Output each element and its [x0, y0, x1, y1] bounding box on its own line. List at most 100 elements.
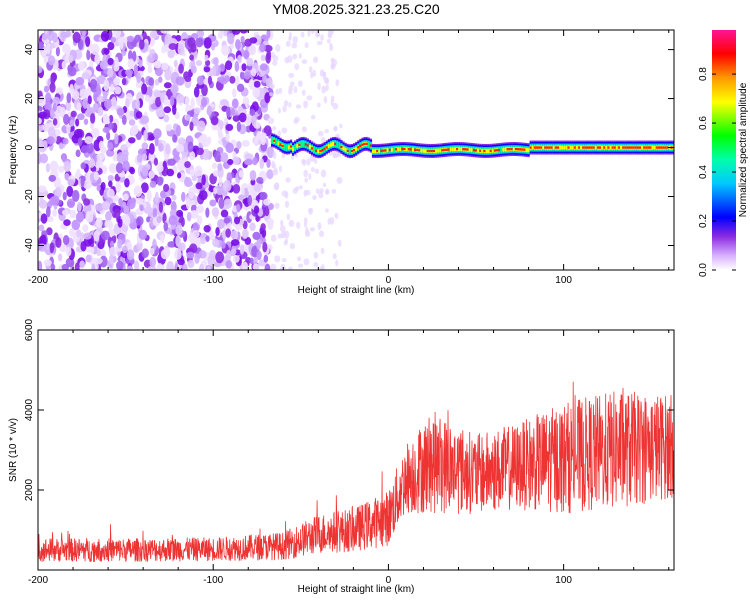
spectrogram-cell: [96, 249, 101, 257]
spectrogram-cell: [281, 258, 287, 263]
spectrogram-cell: [244, 38, 252, 47]
spectrogram-cell: [397, 147, 400, 152]
spectrogram-cell: [272, 60, 278, 66]
spectrogram-cell: [115, 162, 124, 174]
spectrogram-cell: [131, 197, 137, 204]
spectrogram-cell: [111, 96, 117, 108]
spectrogram-cell: [164, 69, 172, 81]
spectrogram-cell: [77, 113, 85, 121]
spectrogram-cell: [306, 95, 313, 101]
spectrogram-cell: [167, 241, 177, 248]
spectrogram-cell: [107, 122, 115, 130]
spectrogram-cell: [141, 142, 149, 150]
spectrogram-cell: [189, 121, 194, 132]
spectrogram-cell: [236, 203, 241, 212]
spectrogram-cell: [320, 169, 327, 178]
spectrogram-cell: [205, 235, 210, 242]
spectrogram-cell: [314, 158, 318, 164]
spectrogram-cell: [260, 135, 267, 146]
spectrogram-cell: [263, 198, 271, 206]
spectrogram-cell: [350, 149, 354, 153]
spectrogram-cell: [512, 147, 516, 152]
spectrogram-cell: [66, 198, 76, 209]
spectrogram-cell: [248, 79, 255, 90]
spectrogram-cell: [194, 253, 200, 264]
spectrogram-cell: [201, 97, 208, 108]
spectrogram-cell: [104, 220, 109, 228]
spectrogram-cell: [98, 140, 105, 150]
spectrogram-cell: [424, 148, 427, 153]
spectrogram-cell: [609, 145, 612, 150]
spectrogram-cell: [303, 217, 308, 225]
spectrogram-cell: [141, 248, 149, 258]
spectrogram-cell: [477, 148, 480, 153]
spectrogram-cell: [43, 85, 50, 93]
spectrogram-cell: [114, 86, 122, 95]
spectrogram-cell: [495, 149, 499, 152]
spectrogram-cell: [220, 241, 226, 249]
spectrogram-cell: [299, 185, 303, 190]
spectrogram-cell: [535, 146, 539, 149]
spectrogram-cell: [46, 206, 51, 218]
spectrogram-cell: [154, 191, 159, 204]
spectrogram-cell: [219, 98, 229, 106]
spectrogram-cell: [221, 44, 230, 56]
spectrogram-cell: [561, 145, 564, 150]
colorbar-tick-label: 0.8: [698, 67, 709, 81]
spectrogram-cell: [303, 169, 308, 178]
spectrogram-cell: [65, 246, 72, 257]
spectrogram-cell: [202, 148, 210, 161]
spectrogram-cell: [280, 219, 284, 227]
spectrogram-cell: [481, 148, 484, 153]
spectrogram-cell: [183, 142, 189, 153]
spectrogram-cell: [52, 208, 57, 217]
spectrogram-cell: [213, 187, 218, 195]
spectrogram-cell: [310, 114, 316, 120]
spectrogram-cell: [300, 31, 305, 38]
colorbar-label: Normalized spectral amplitude: [738, 82, 749, 217]
spectrogram-cell: [268, 92, 274, 97]
spectrogram-cell: [294, 186, 300, 191]
spectrogram-cell: [552, 145, 555, 150]
spectrogram-cell: [242, 97, 248, 105]
spectrogram-cell: [246, 57, 254, 67]
spectrogram-cell: [242, 261, 248, 270]
spectrogram-cell: [613, 146, 616, 149]
spectrogram-cell: [657, 146, 661, 149]
spectrogram-cell: [607, 146, 610, 149]
spectrogram-cell: [332, 253, 337, 260]
spectrogram-cell: [153, 90, 162, 98]
spectrogram-cell: [76, 102, 82, 111]
spectrogram-cell: [100, 230, 110, 241]
spectrogram-cell: [75, 76, 85, 86]
spectrogram-cell: [158, 142, 164, 152]
colorbar-tick-label: 0.4: [698, 165, 709, 179]
spectrogram-cell: [659, 146, 663, 149]
spectrogram-cell: [75, 149, 81, 158]
spectrogram-cell: [156, 263, 163, 270]
spectrogram-cell: [426, 149, 429, 153]
spectrogram-cell: [146, 189, 152, 202]
spectrogram-cell: [418, 149, 421, 152]
spectrogram-cell: [108, 114, 114, 123]
spectrogram-cell: [262, 241, 268, 253]
spectrogram-cell: [336, 141, 339, 148]
spectrogram-cell: [121, 78, 127, 86]
spectrogram-cell: [283, 230, 290, 239]
spectrogram-cell: [340, 145, 343, 149]
spectrogram-cell: [61, 263, 70, 270]
spectrogram-cell: [330, 95, 335, 102]
spectrogram-cell: [277, 130, 281, 137]
spectrogram-cell: [41, 33, 48, 41]
spectrogram-cell: [316, 102, 321, 108]
spectrogram-cell: [294, 144, 297, 151]
spectrogram-cell: [630, 146, 633, 149]
spectrogram-cell: [378, 148, 381, 153]
spectrogram-cell: [193, 107, 201, 115]
spectrogram-cell: [451, 147, 455, 152]
spectrogram-cell: [456, 147, 459, 151]
spectrogram-cell: [135, 98, 140, 110]
spectrogram-cell: [259, 43, 266, 53]
spectrogram-cell: [209, 199, 217, 207]
spectrogram-cell: [162, 212, 167, 224]
